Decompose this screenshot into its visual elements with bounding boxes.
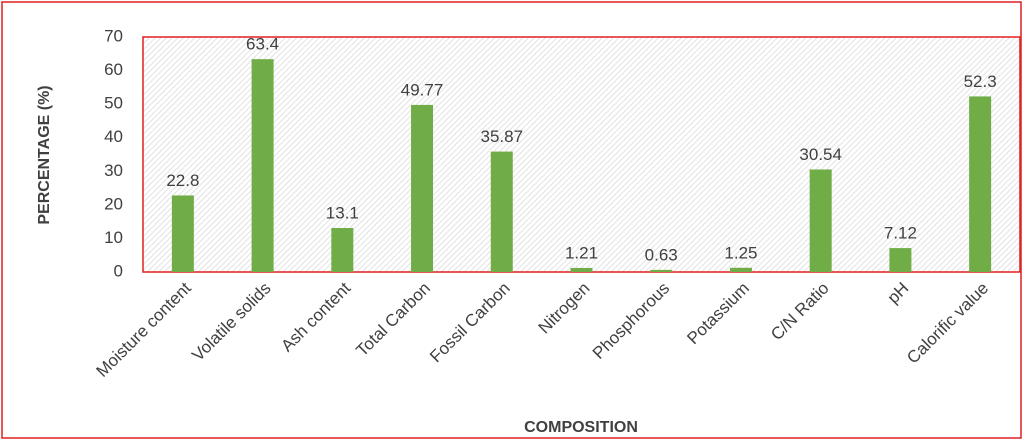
x-tick-label: Nitrogen — [535, 279, 594, 338]
y-tick-label: 70 — [104, 26, 123, 45]
bar — [650, 269, 673, 272]
y-tick-label: 60 — [104, 60, 123, 79]
bar — [729, 267, 752, 272]
data-label: 13.1 — [326, 204, 359, 223]
bar — [969, 96, 992, 273]
data-label: 49.77 — [401, 80, 444, 99]
data-label: 7.12 — [884, 224, 917, 243]
y-tick-label: 20 — [104, 194, 123, 213]
x-tick-label: Potassium — [683, 279, 753, 349]
chart-border — [1, 1, 1022, 439]
bar — [331, 228, 354, 272]
x-axis-title: COMPOSITION — [524, 419, 638, 436]
y-tick-label: 30 — [104, 161, 123, 180]
x-tick-label: Phosphorous — [589, 279, 673, 363]
data-label: 35.87 — [480, 127, 523, 146]
data-label: 1.21 — [565, 243, 598, 262]
bar — [889, 248, 912, 272]
bar — [490, 151, 513, 272]
data-label: 52.3 — [964, 72, 997, 91]
x-tick-label: Volatile solids — [188, 279, 274, 365]
bar — [171, 195, 194, 272]
bar — [570, 267, 593, 272]
x-tick-label: pH — [884, 279, 913, 308]
x-tick-label: Total Carbon — [352, 279, 434, 361]
bar — [251, 59, 274, 273]
y-tick-label: 50 — [104, 94, 123, 113]
x-tick-label: Calorific value — [903, 279, 992, 368]
bar — [809, 169, 832, 272]
y-axis-title: PERCENTAGE (%) — [36, 85, 53, 224]
y-tick-label: 0 — [114, 261, 123, 280]
y-tick-label: 10 — [104, 228, 123, 247]
bar — [411, 104, 434, 272]
x-tick-label: Ash content — [277, 278, 354, 355]
x-tick-label: Moisture content — [93, 278, 195, 380]
data-label: 0.63 — [645, 245, 678, 264]
y-tick-label: 40 — [104, 127, 123, 146]
data-label: 30.54 — [799, 145, 842, 164]
data-label: 1.25 — [724, 243, 757, 262]
data-label: 63.4 — [246, 35, 279, 54]
data-label: 22.8 — [166, 171, 199, 190]
plot-area — [142, 36, 1021, 273]
x-tick-label: Fossil Carbon — [426, 279, 514, 367]
x-tick-label: C/N Ratio — [767, 279, 833, 345]
